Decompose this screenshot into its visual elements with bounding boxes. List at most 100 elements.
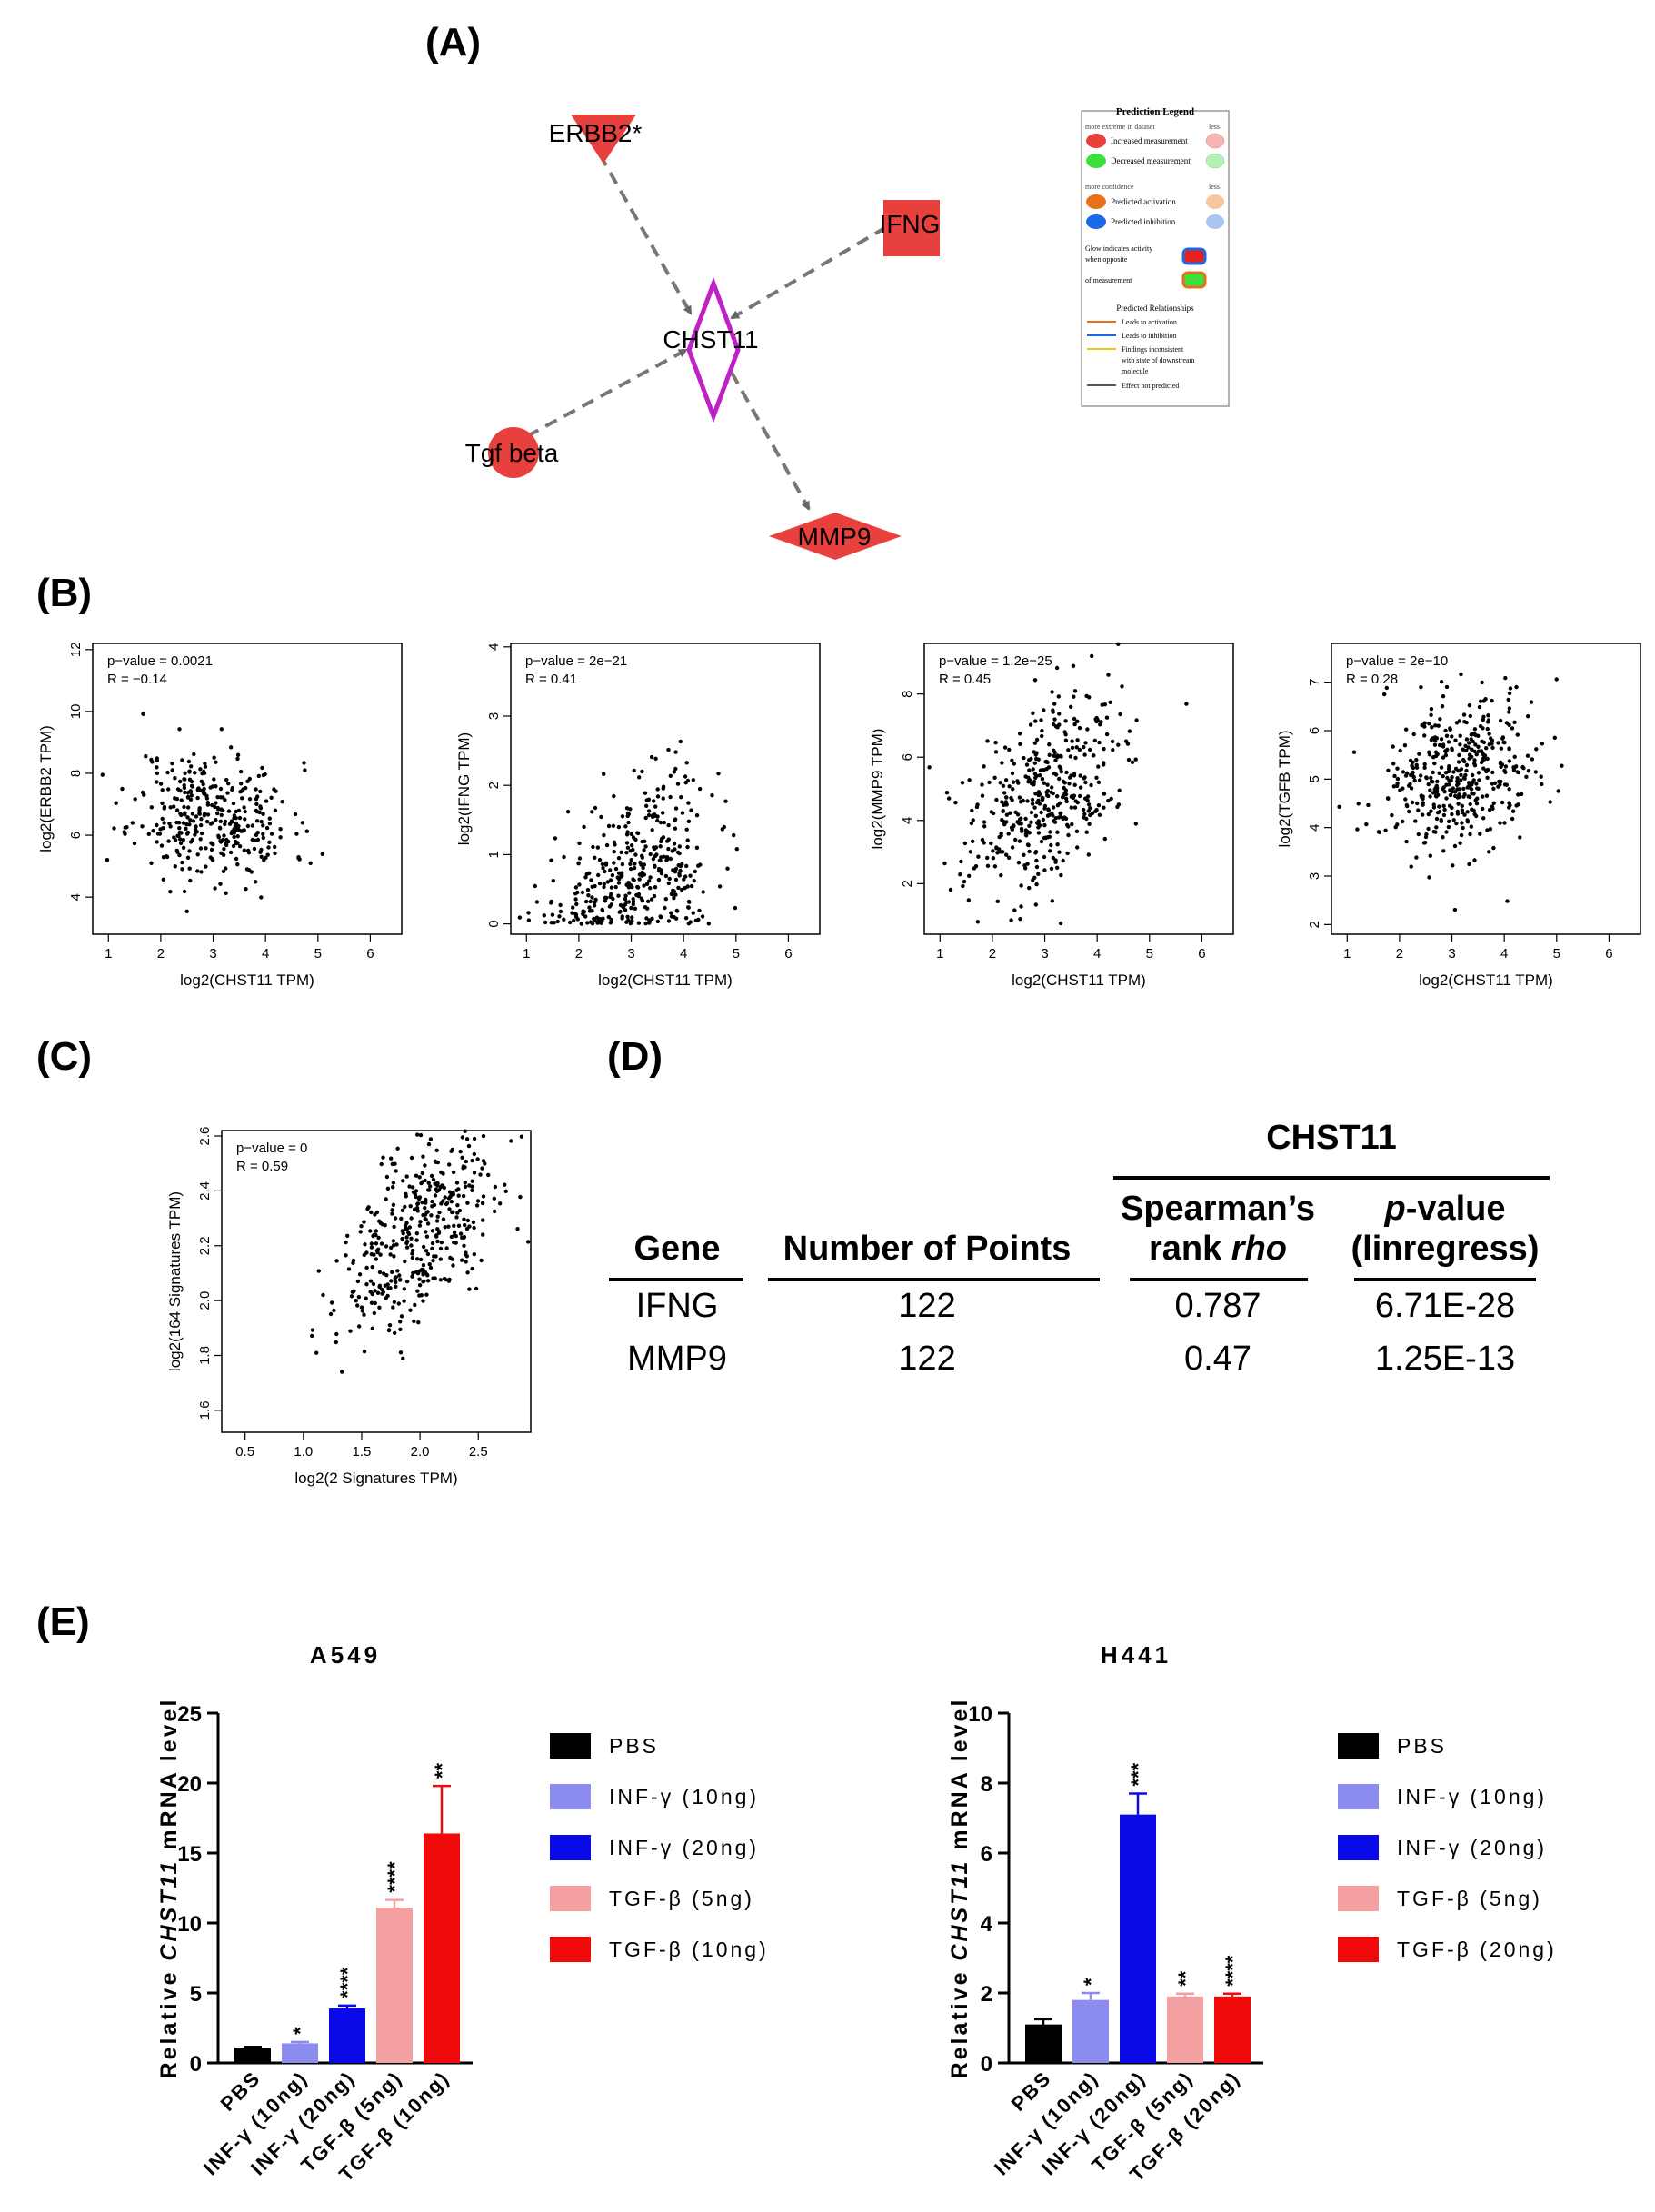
scatter-point	[1446, 740, 1451, 744]
legend-swatch	[1338, 1784, 1379, 1809]
scatter-point	[1507, 710, 1511, 714]
p-value-label: p−value = 1.2e−25	[939, 653, 1052, 669]
scatter-point	[1042, 822, 1047, 828]
scatter-point	[481, 1159, 486, 1163]
x-tick-label: 1	[523, 946, 530, 962]
scatter-point	[1073, 755, 1078, 761]
scatter-point	[629, 858, 633, 862]
scatter-point	[624, 851, 629, 855]
scatter-point	[369, 1252, 374, 1257]
scatter-point	[184, 909, 189, 913]
x-tick-label: 3	[1448, 946, 1455, 962]
scatter-point	[974, 804, 980, 810]
scatter-point	[1462, 792, 1467, 797]
scatter-point	[1496, 784, 1500, 789]
scatter-point	[609, 892, 613, 897]
table-cell-points-0: 122	[898, 1287, 956, 1325]
scatter-point	[624, 882, 629, 887]
scatter-point	[204, 864, 208, 869]
scatter-point	[1468, 713, 1472, 719]
scatter-point	[1439, 765, 1444, 770]
scatter-point	[375, 1250, 380, 1255]
scatter-point	[400, 1229, 404, 1233]
scatter-point	[190, 784, 194, 789]
legend-item: INF-γ (10ng)	[550, 1771, 769, 1822]
scatter-point	[394, 1280, 398, 1285]
scatter-point	[1049, 842, 1053, 848]
scatter-point	[1034, 864, 1040, 870]
scatter-point	[616, 893, 621, 898]
scatter-point	[577, 841, 582, 846]
scatter-point	[421, 1244, 426, 1250]
x-tick-label: 3	[209, 946, 216, 962]
scatter-point	[388, 1252, 393, 1257]
scatter-point	[173, 776, 177, 781]
scatter-point	[588, 899, 593, 904]
scatter-point	[403, 1227, 408, 1231]
scatter-point	[435, 1214, 440, 1219]
scatter-point	[593, 900, 597, 905]
scatter-point	[1503, 764, 1509, 769]
scatter-point	[204, 819, 210, 824]
scatter-point	[616, 824, 622, 830]
scatter-point	[1110, 739, 1115, 744]
scatter-point	[226, 782, 231, 786]
scatter-point	[607, 904, 613, 909]
scatter-point	[1435, 811, 1441, 815]
scatter-point	[573, 897, 578, 902]
scatter-point	[602, 772, 606, 776]
scatter-point	[1007, 784, 1012, 789]
y-tick-label: 4	[900, 817, 915, 824]
scatter-point	[174, 796, 180, 802]
scatter-point	[389, 1245, 394, 1250]
scatter-point	[425, 1210, 430, 1214]
scatter-point	[1010, 758, 1014, 762]
scatter-point	[204, 846, 208, 851]
y-tick-label: 2.2	[197, 1236, 213, 1255]
scatter-point	[232, 834, 236, 840]
bar	[1167, 1996, 1203, 2063]
scatter-point	[1048, 849, 1052, 853]
scatter-point	[686, 905, 691, 910]
scatter-point	[303, 768, 307, 772]
legend-swatch-green	[1086, 154, 1106, 168]
scatter-point	[1434, 825, 1439, 830]
scatter-point	[668, 794, 673, 800]
legend-label: PBS	[609, 1733, 660, 1758]
scatter-point	[659, 872, 664, 876]
scatter-point	[1034, 858, 1039, 863]
scatter-point	[177, 826, 182, 831]
scatter-point	[465, 1218, 471, 1223]
scatter-point	[1019, 904, 1023, 909]
scatter-point	[1451, 863, 1455, 868]
scatter-point	[246, 868, 252, 872]
scatter-point	[601, 865, 605, 871]
scatter-point	[723, 799, 728, 803]
scatter-point	[1485, 726, 1490, 732]
legend-item: PBS	[1338, 1720, 1557, 1771]
scatter-point	[340, 1370, 344, 1374]
scatter-point	[1356, 802, 1361, 806]
scatter-point	[167, 821, 172, 826]
scatter-point	[1556, 789, 1560, 793]
scatter-point	[1010, 771, 1015, 776]
scatter-point	[180, 860, 184, 865]
scatter-point	[409, 1236, 414, 1241]
scatter-point	[1102, 746, 1106, 752]
scatter-point	[999, 873, 1003, 878]
scatter-point	[384, 1197, 388, 1201]
scatter-point	[663, 897, 668, 902]
scatter-point	[1507, 722, 1511, 727]
scatter-point	[375, 1290, 381, 1295]
scatter-point	[278, 827, 283, 832]
scatter-point	[401, 1179, 405, 1183]
scatter-point	[633, 906, 638, 911]
bar	[1072, 1999, 1109, 2063]
scatter-point	[205, 801, 210, 805]
scatter-point	[1502, 782, 1508, 787]
scatter-point	[267, 840, 272, 844]
scatter-point	[1422, 721, 1427, 725]
scatter-point	[1429, 779, 1434, 783]
scatter-point	[204, 796, 210, 801]
scatter-point	[1512, 720, 1517, 724]
